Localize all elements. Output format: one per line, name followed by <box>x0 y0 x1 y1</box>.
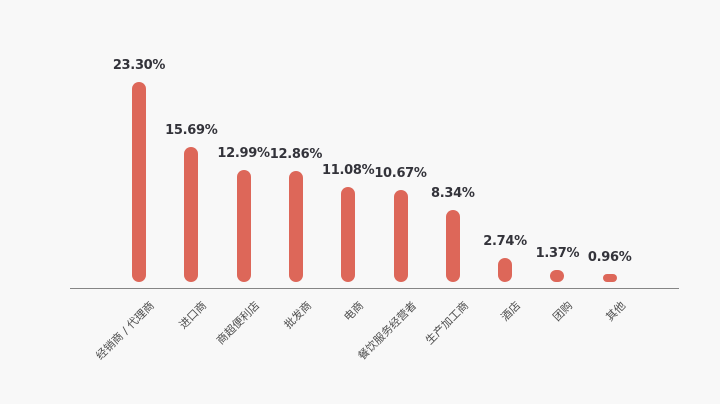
bar <box>602 273 617 282</box>
bar <box>445 210 460 282</box>
bar-value-label: 15.69% <box>165 123 218 139</box>
category-label: 生产加工商 <box>422 299 472 348</box>
category-label: 团购 <box>550 299 576 324</box>
category-label: 酒店 <box>498 299 524 324</box>
bar-value-label: 8.34% <box>430 186 475 202</box>
category-label: 经销商 / 代理商 <box>93 299 158 363</box>
bar-value-label: 0.96% <box>587 249 632 265</box>
bar-value-label: 23.30% <box>112 57 166 73</box>
bar-value-label: 1.37% <box>535 246 580 262</box>
category-label: 批发商 <box>281 299 315 332</box>
x-axis-line <box>70 288 679 289</box>
category-label: 其他 <box>603 299 628 324</box>
bar-value-label: 10.67% <box>374 166 427 182</box>
bar <box>184 147 199 282</box>
bar <box>236 170 251 282</box>
bar-value-label: 12.99% <box>217 146 270 162</box>
bar-value-label: 12.86% <box>269 147 323 163</box>
bar-value-label: 11.08% <box>322 162 375 178</box>
bar <box>393 190 408 282</box>
category-label: 商超便利店 <box>213 299 262 348</box>
bar <box>132 81 146 282</box>
category-label: 电商 <box>341 299 367 324</box>
bar <box>288 171 303 282</box>
bar <box>498 258 513 282</box>
category-label: 进口商 <box>176 299 210 332</box>
bar-value-label: 2.74% <box>483 234 527 250</box>
bar <box>341 186 356 282</box>
bar <box>550 270 565 282</box>
